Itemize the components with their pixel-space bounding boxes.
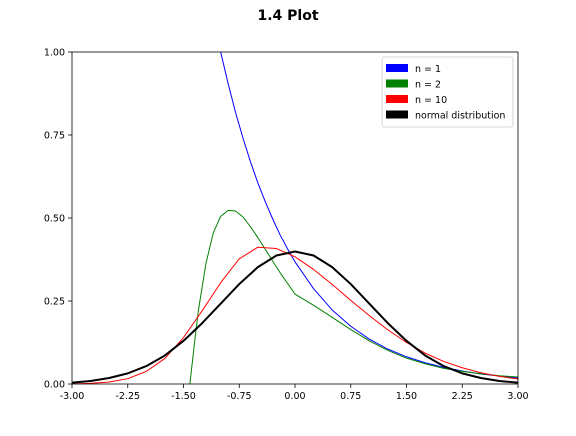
x-tick-label: 0.00	[284, 391, 305, 402]
legend-swatch	[386, 95, 408, 103]
x-tick-label: 3.00	[507, 391, 528, 402]
legend-swatch	[386, 110, 408, 119]
y-tick-label: 0.75	[44, 131, 65, 142]
x-tick-label: 1.50	[396, 391, 417, 402]
x-tick-label: 0.75	[340, 391, 361, 402]
legend-swatch	[386, 64, 408, 72]
series-line-1	[189, 209, 518, 384]
y-axis: 0.00 0.25 0.50 0.75 1.00	[44, 48, 72, 391]
series-layer	[72, 52, 518, 384]
series-line-2	[72, 246, 518, 384]
y-tick-label: 1.00	[44, 48, 65, 59]
x-tick-label: -0.75	[227, 391, 252, 402]
x-tick-label: -1.50	[171, 391, 196, 402]
y-tick-label: 0.25	[44, 297, 65, 308]
series-line-3	[72, 250, 518, 384]
y-tick-label: 0.00	[44, 380, 65, 391]
x-tick-label: 2.25	[452, 391, 473, 402]
chart-title: 1.4 Plot	[257, 8, 318, 24]
legend-box	[381, 56, 514, 128]
x-tick-label: -2.25	[115, 391, 140, 402]
legend-label: normal distribution	[415, 111, 505, 122]
legend-label: n = 10	[415, 95, 447, 106]
legend-swatch	[386, 79, 408, 88]
legend-label: n = 1	[415, 64, 441, 75]
y-tick-label: 0.50	[44, 214, 65, 225]
x-axis: -3.00 -2.25 -1.50 -0.75 0.00 0.75 1.50 2.25 3.00	[60, 384, 529, 402]
legend: n = 1 n = 2 n = 10 normal distribution	[381, 56, 514, 128]
x-tick-label: -3.00	[60, 391, 85, 402]
legend-label: n = 2	[415, 80, 441, 91]
